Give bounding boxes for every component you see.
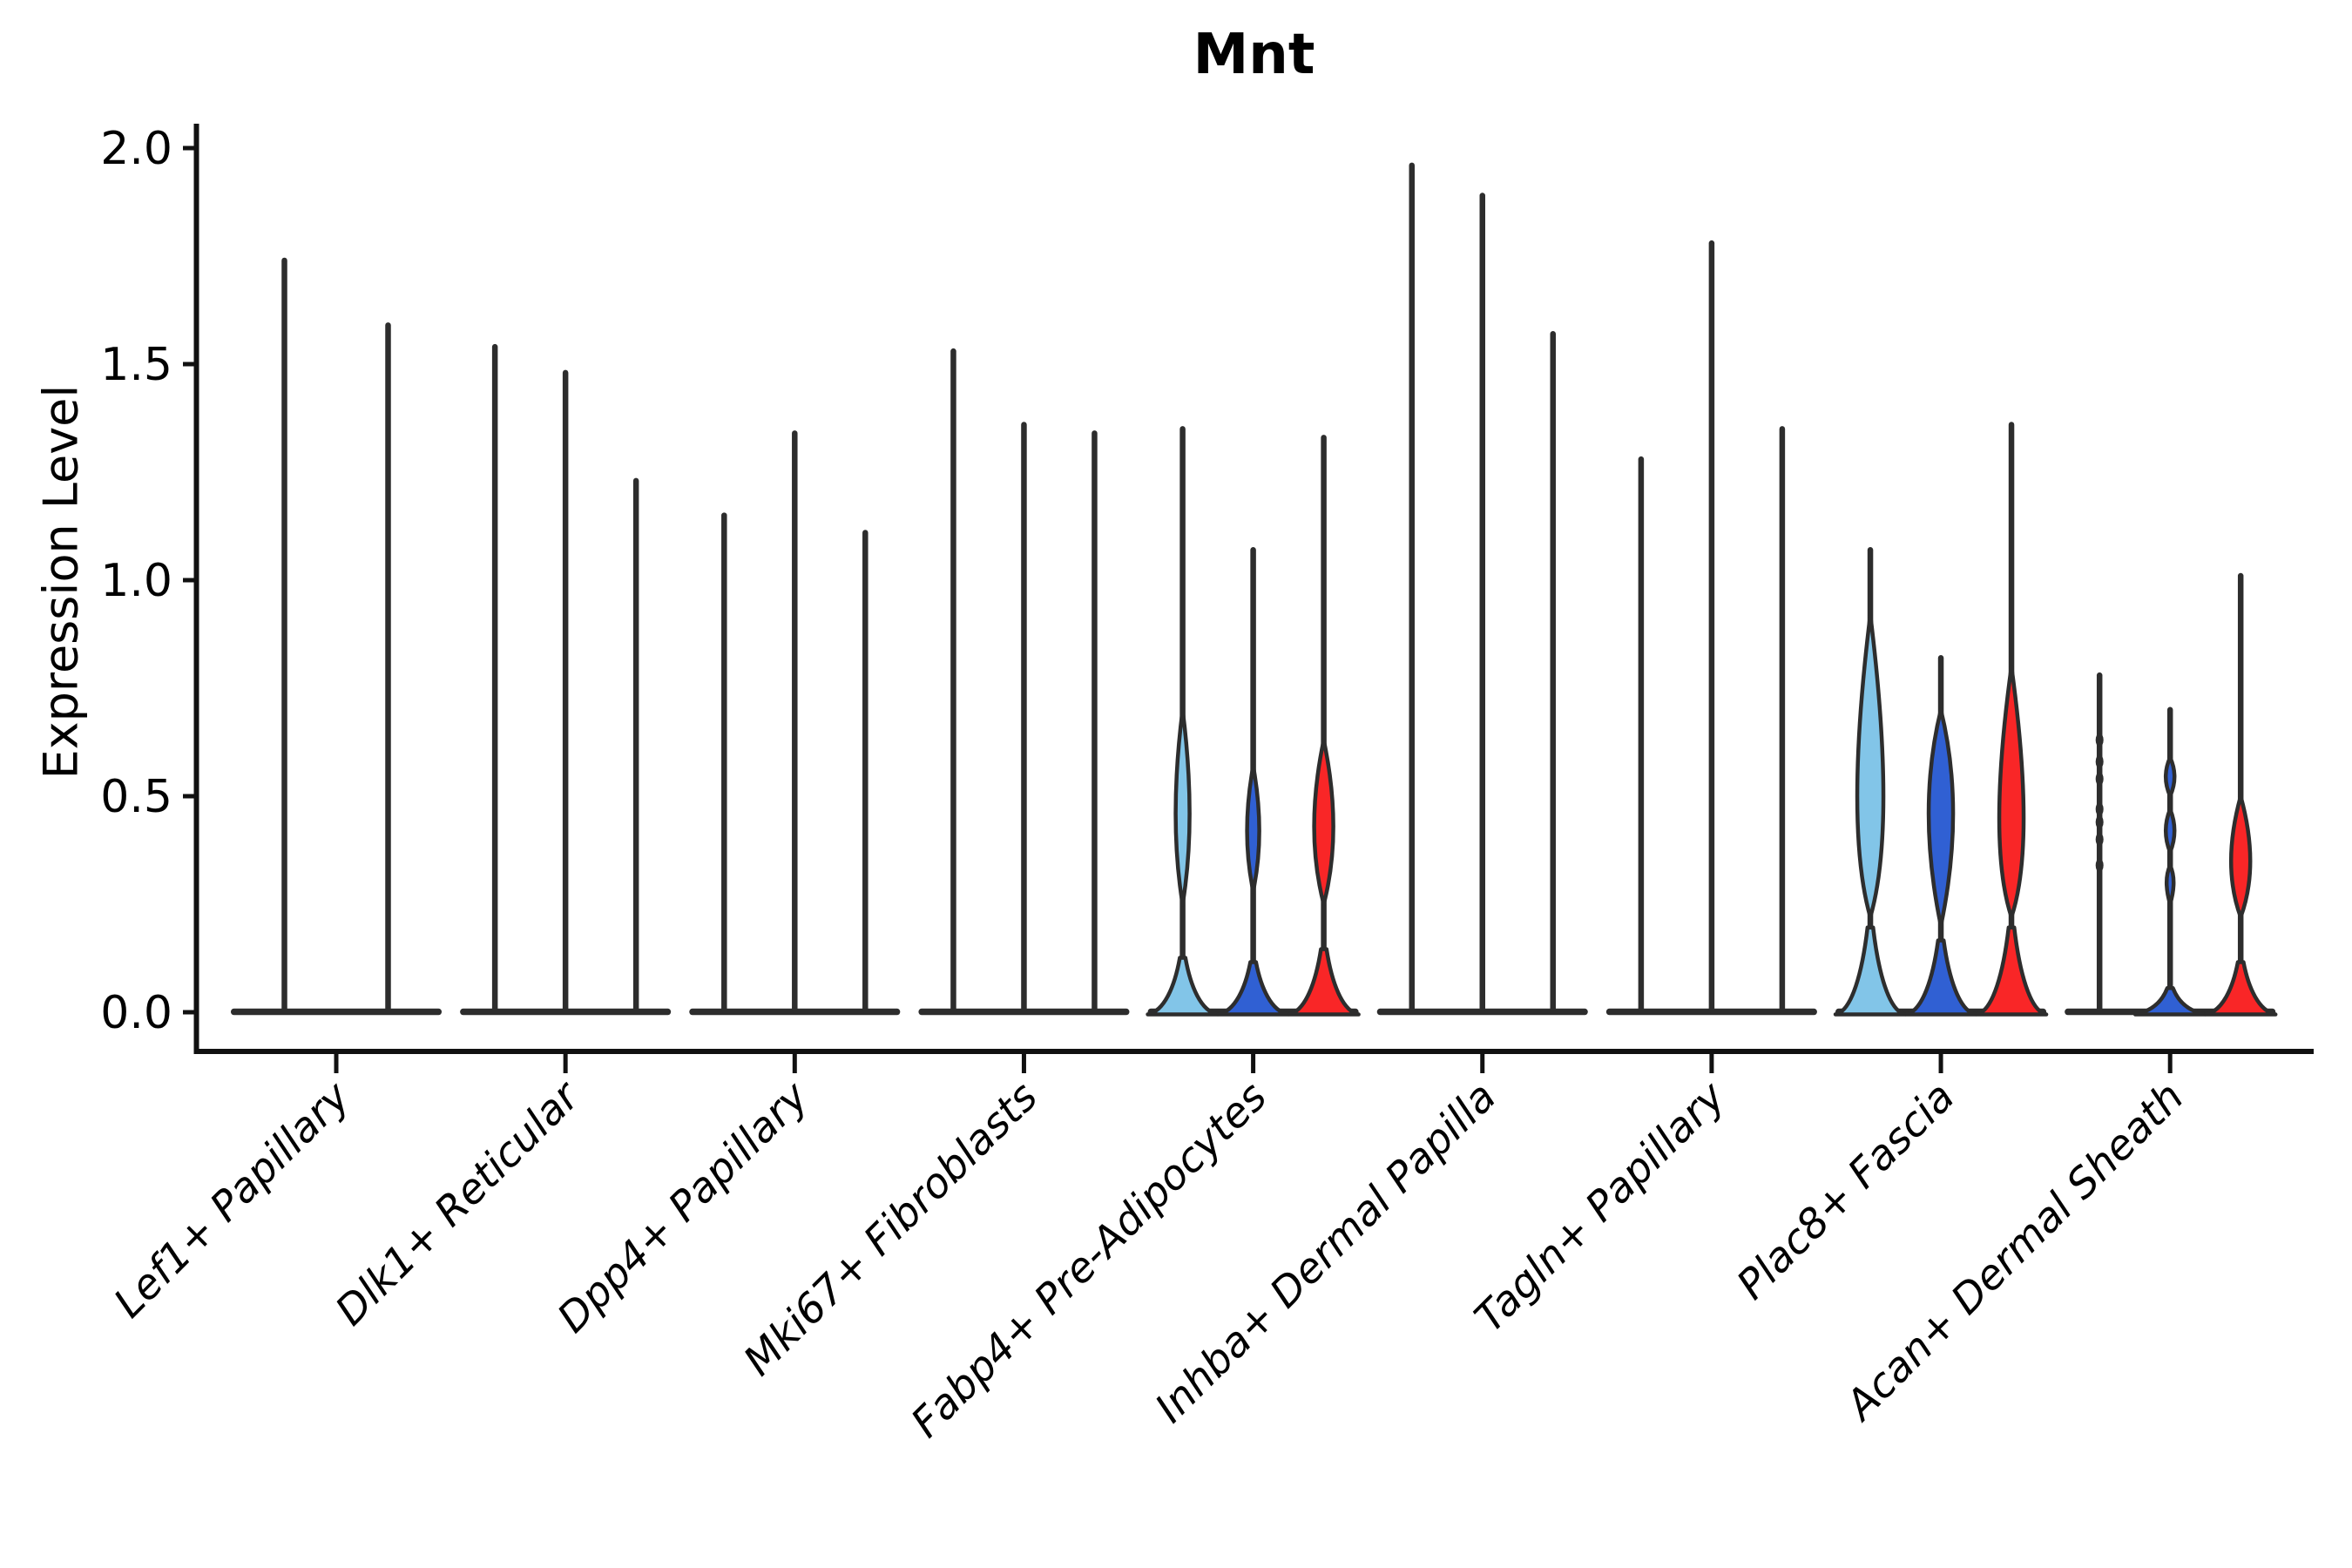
violin-base xyxy=(1974,925,2049,1017)
x-tick-label: Dlk1+ Reticular xyxy=(327,1071,591,1335)
x-tick-label: Plac8+ Fascia xyxy=(1728,1073,1964,1309)
violin-lens xyxy=(1173,707,1192,907)
violin-nub xyxy=(2095,754,2104,769)
y-tick-label: 0.0 xyxy=(100,987,172,1039)
violin-base xyxy=(1903,938,1978,1017)
violin-nub xyxy=(2095,772,2104,787)
violin-base xyxy=(1216,960,1290,1017)
x-tick-label: Dpp4+ Papillary xyxy=(549,1072,819,1342)
violin-base xyxy=(2203,960,2278,1017)
violin-lens xyxy=(1997,664,2026,920)
y-tick-label: 2.0 xyxy=(100,123,172,175)
x-tick-label: Tagln+ Papillary xyxy=(1466,1072,1736,1342)
y-tick-label: 1.5 xyxy=(100,339,172,391)
violin-lens xyxy=(1312,738,1335,907)
violin-nub xyxy=(2095,733,2104,747)
chart-title: Mnt xyxy=(1193,23,1315,87)
violin-base xyxy=(2132,985,2207,1017)
y-tick-label: 0.5 xyxy=(100,771,172,823)
violin-base xyxy=(1833,925,1908,1017)
violin-nub xyxy=(2095,832,2104,847)
violin-lens xyxy=(2163,755,2177,799)
violin-nub xyxy=(2095,858,2104,873)
violin-lens xyxy=(2163,807,2177,855)
y-tick-label: 1.0 xyxy=(100,555,172,607)
violin-base xyxy=(1146,956,1220,1017)
violin-lens xyxy=(1926,707,1956,929)
x-tick-label: Lef1+ Papillary xyxy=(105,1072,360,1328)
violin-nub xyxy=(2095,801,2104,816)
violin-lens xyxy=(1245,764,1261,894)
group-baseline xyxy=(231,1008,442,1016)
violin-nub xyxy=(2095,814,2104,829)
violin-lens xyxy=(1855,612,1886,920)
violin-lens xyxy=(2228,794,2253,920)
violin-base xyxy=(1287,947,1361,1017)
violin-lens xyxy=(2164,863,2176,907)
